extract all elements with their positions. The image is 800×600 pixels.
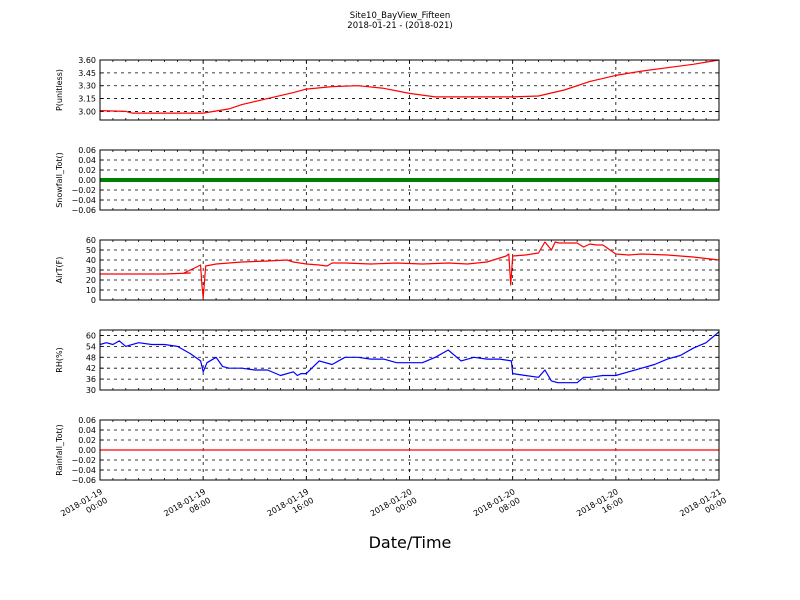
figure-subtitle: 2018-01-21 - (2018-021): [347, 21, 453, 31]
y-tick-label: −0.04: [71, 466, 96, 475]
y-tick-label: 0.04: [78, 426, 96, 435]
series-line: [99, 331, 720, 384]
y-tick-label: 3.30: [78, 82, 96, 91]
y-axis-label: RH(%): [55, 347, 64, 372]
x-tick-label: 2018-01-1916:00: [266, 487, 316, 527]
x-tick-label: 2018-01-1908:00: [162, 487, 212, 527]
y-tick-label: 0.04: [78, 156, 96, 165]
y-tick-label: 36: [86, 375, 96, 384]
y-tick-label: 0: [91, 296, 96, 305]
plot-frame: [99, 329, 720, 391]
y-tick-label: 48: [86, 353, 96, 362]
y-tick-label: 3.00: [78, 107, 96, 116]
y-tick-label: 0.06: [78, 146, 96, 155]
x-tick-label: 2018-01-2000:00: [369, 487, 419, 527]
series-line: [99, 59, 720, 114]
y-tick-label: 50: [86, 246, 96, 255]
y-tick-label: 0.02: [78, 436, 96, 445]
x-axis-title: Date/Time: [368, 533, 452, 552]
y-axis-label: Rainfall_Tot(): [55, 424, 64, 476]
y-tick-label: 60: [86, 236, 96, 245]
x-tick-label: 2018-01-2016:00: [575, 487, 625, 527]
y-tick-label: 20: [86, 276, 96, 285]
y-tick-label: −0.02: [71, 456, 96, 465]
figure-title: Site10_BayView_Fifteen: [349, 11, 451, 21]
y-tick-label: 3.45: [78, 69, 96, 78]
y-tick-label: 3.15: [78, 95, 96, 104]
y-tick-label: 0.00: [78, 176, 96, 185]
plot-frame: [99, 419, 720, 481]
y-tick-label: 10: [86, 286, 96, 295]
plot-frame: [99, 239, 720, 301]
y-tick-label: 3.60: [78, 56, 96, 65]
y-tick-label: −0.06: [71, 476, 96, 485]
plot-frame: [99, 59, 720, 121]
y-axis-label: Snowfall_Tot(): [55, 152, 64, 208]
y-tick-label: 0.02: [78, 166, 96, 175]
y-tick-label: 0.06: [78, 416, 96, 425]
x-tick-label: 2018-01-2100:00: [678, 487, 728, 527]
y-tick-label: −0.02: [71, 186, 96, 195]
y-axis-label: AirT(F): [55, 257, 64, 284]
x-tick-label: 2018-01-1900:00: [59, 487, 109, 527]
y-tick-label: 42: [86, 364, 96, 373]
y-tick-label: 0.00: [78, 446, 96, 455]
y-tick-label: 60: [86, 331, 96, 340]
y-tick-label: −0.06: [71, 206, 96, 215]
x-tick-label: 2018-01-2008:00: [472, 487, 522, 527]
y-tick-label: 54: [86, 342, 96, 351]
y-tick-label: 30: [86, 386, 96, 395]
y-axis-label: P(unitless): [55, 69, 64, 111]
y-tick-label: 40: [86, 256, 96, 265]
plot-frame: [99, 149, 720, 211]
y-tick-label: −0.04: [71, 196, 96, 205]
series-line: [100, 241, 720, 299]
y-tick-label: 30: [86, 266, 96, 275]
